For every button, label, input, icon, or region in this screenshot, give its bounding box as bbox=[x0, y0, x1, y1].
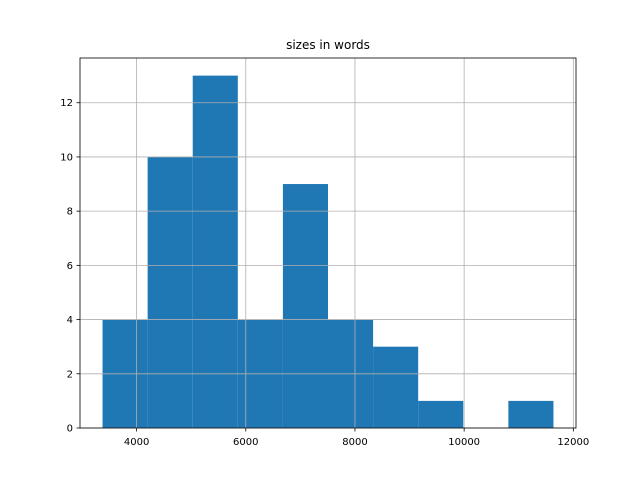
y-tick-label: 8 bbox=[67, 207, 73, 218]
bar bbox=[373, 346, 419, 428]
x-tick-label: 10000 bbox=[448, 437, 480, 448]
bar bbox=[282, 184, 328, 428]
chart-title: sizes in words bbox=[286, 38, 370, 52]
bar bbox=[418, 400, 464, 428]
bar bbox=[147, 156, 193, 428]
plot-frame bbox=[79, 57, 577, 429]
bar bbox=[192, 75, 238, 428]
x-tick-label: 12000 bbox=[557, 437, 589, 448]
y-tick-label: 6 bbox=[67, 261, 73, 272]
bar bbox=[508, 400, 554, 428]
x-tick-label: 6000 bbox=[233, 437, 258, 448]
y-tick-label: 4 bbox=[67, 315, 73, 326]
x-tick-label: 4000 bbox=[124, 437, 149, 448]
y-tick-label: 2 bbox=[67, 369, 73, 380]
y-tick-label: 12 bbox=[60, 98, 73, 109]
y-tick-label: 10 bbox=[60, 152, 73, 163]
y-tick-label: 0 bbox=[67, 424, 73, 435]
x-tick-label: 8000 bbox=[342, 437, 367, 448]
